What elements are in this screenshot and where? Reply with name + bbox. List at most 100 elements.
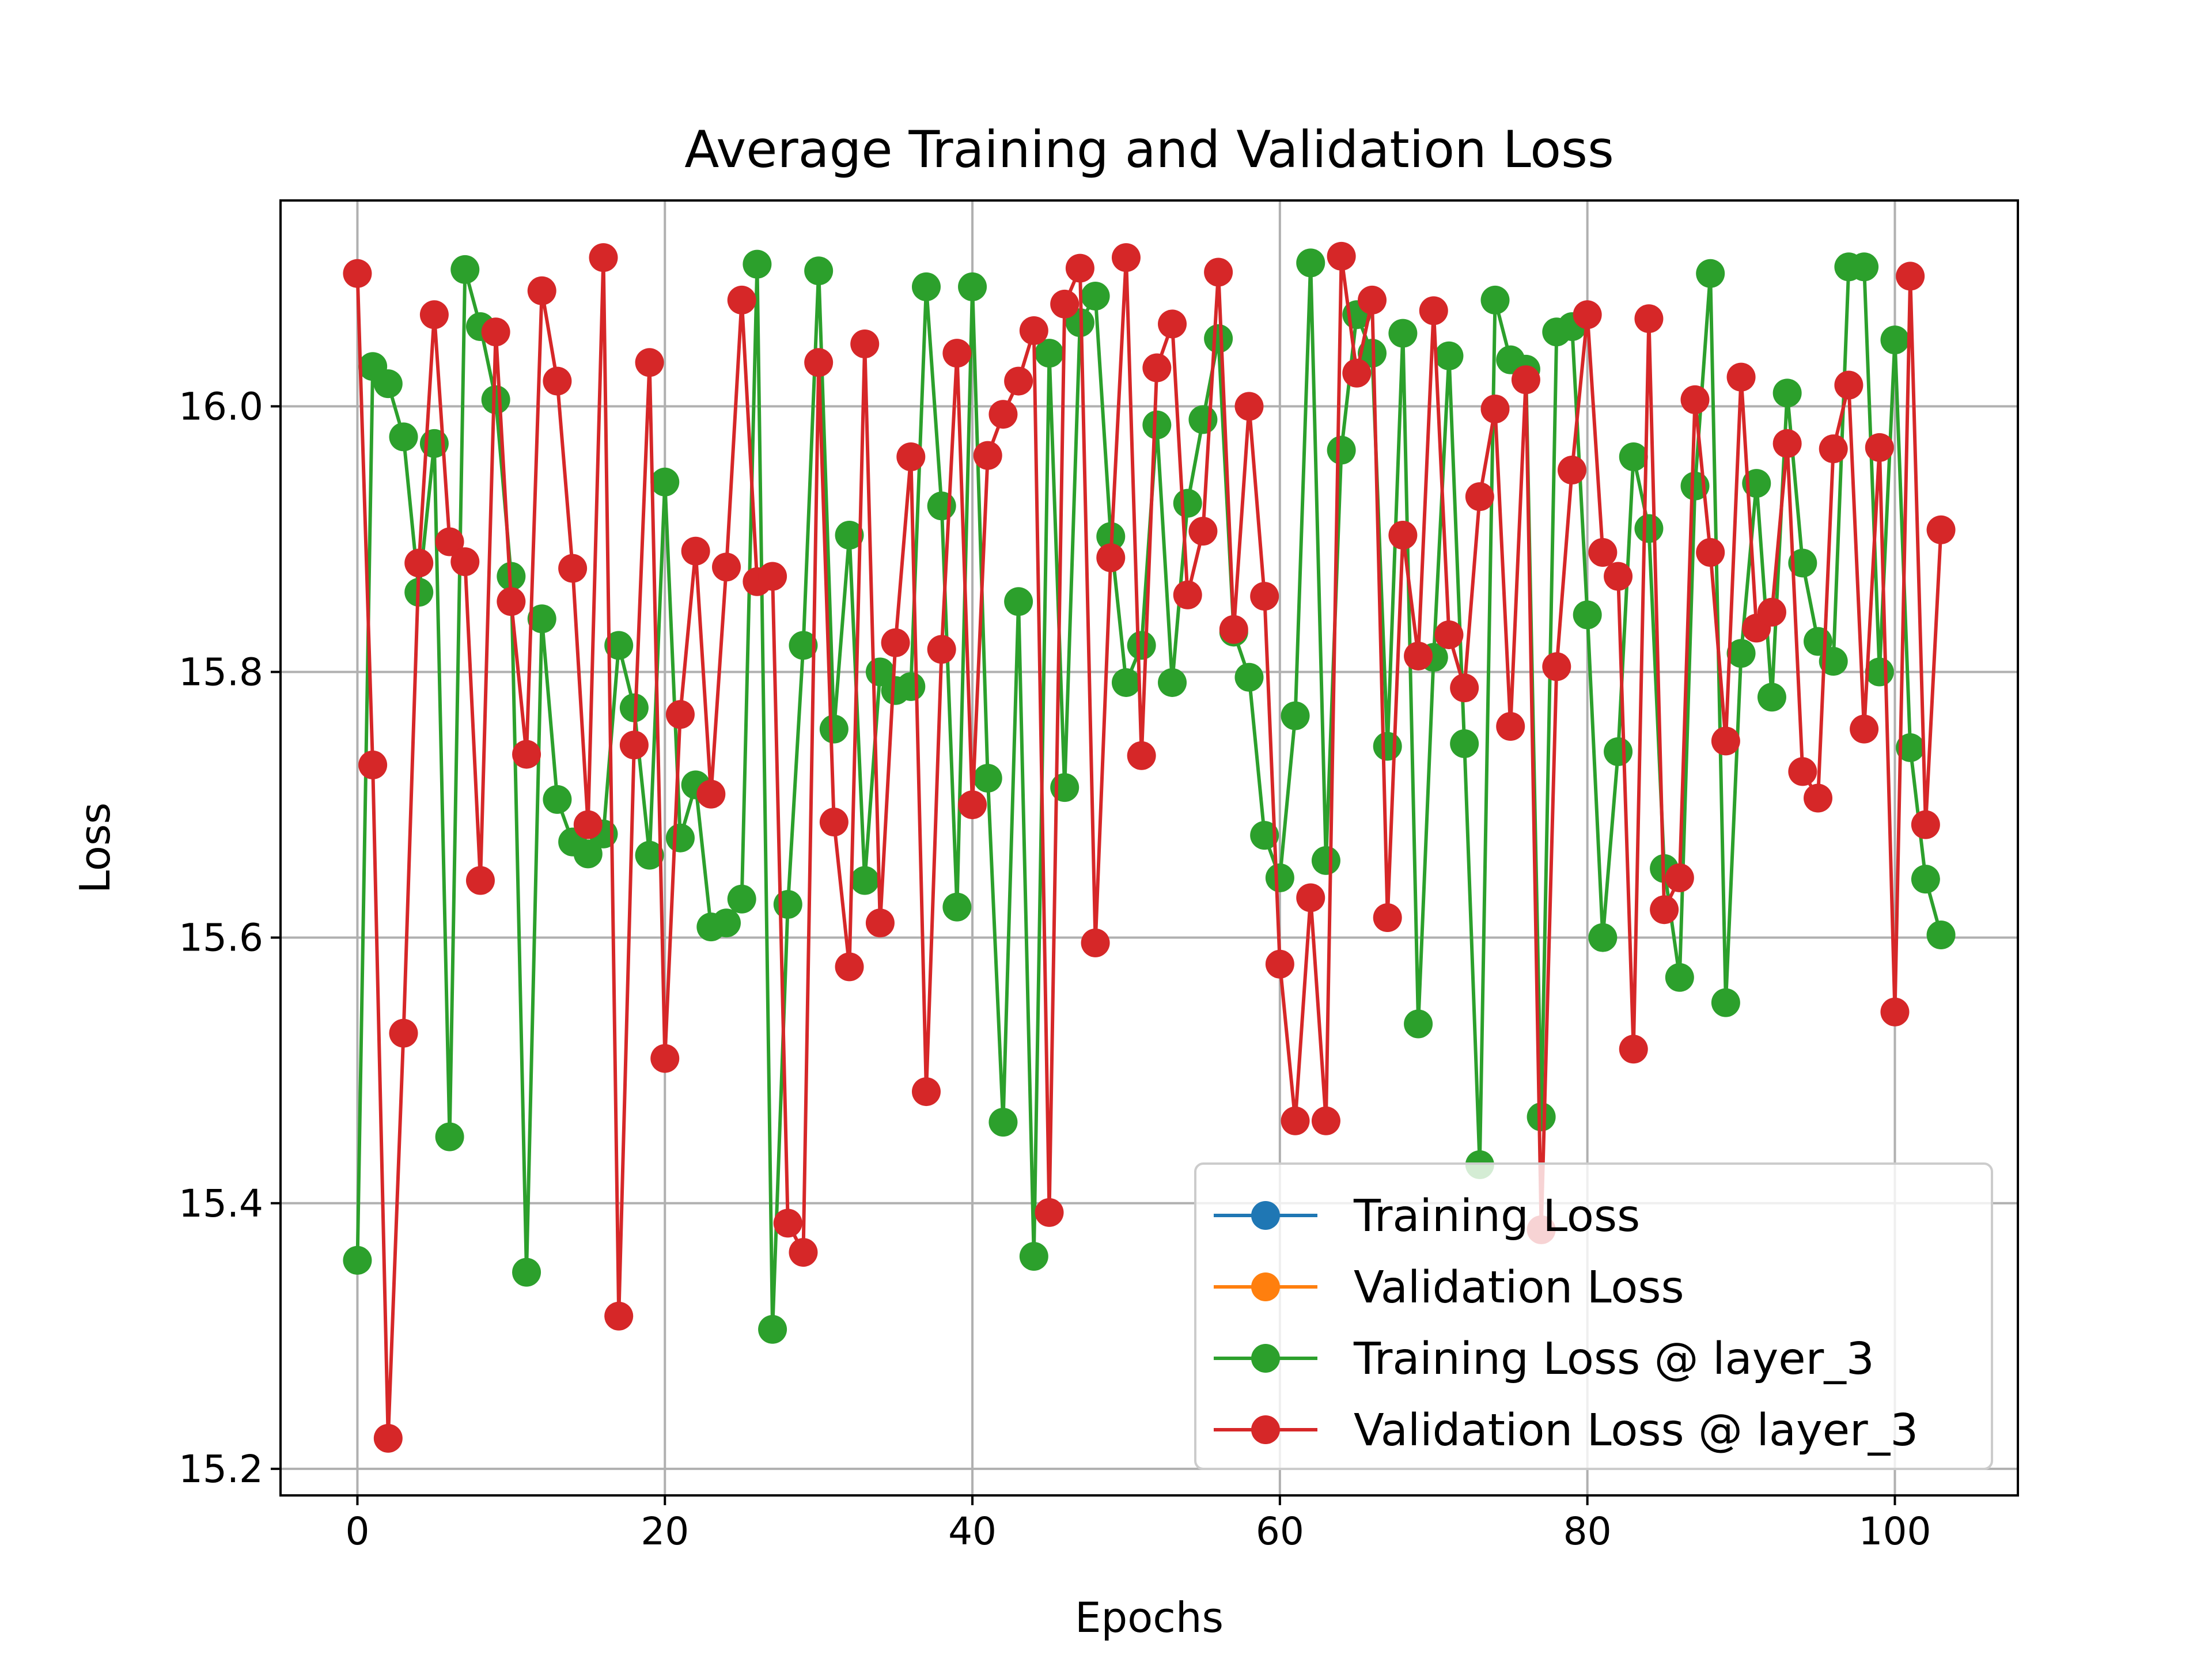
data-point — [1850, 714, 1879, 744]
data-point — [1557, 456, 1586, 485]
data-point — [1819, 434, 1848, 464]
data-point — [1019, 316, 1048, 345]
data-point — [942, 892, 972, 922]
data-point — [1296, 248, 1325, 278]
data-point — [481, 317, 510, 347]
data-point — [911, 272, 941, 301]
data-point — [773, 889, 802, 919]
data-point — [696, 779, 726, 809]
legend-marker — [1251, 1415, 1280, 1444]
data-point — [604, 631, 634, 660]
data-point — [850, 866, 880, 895]
data-point — [927, 635, 956, 664]
legend-label: Validation Loss — [1354, 1262, 1684, 1313]
data-point — [1158, 668, 1187, 697]
data-point — [358, 750, 388, 779]
data-point — [1911, 810, 1940, 839]
data-point — [389, 422, 418, 452]
data-point — [481, 385, 510, 414]
series-3 — [343, 241, 1956, 1453]
data-point — [1911, 865, 1940, 894]
data-point — [1065, 253, 1094, 283]
data-point — [650, 467, 680, 497]
axis-ticks: 0 20 40 60 80 100 15.2 15.4 15.6 15.8 16.0 — [179, 384, 1931, 1554]
data-point — [512, 1257, 541, 1287]
x-axis-label: Epochs — [1075, 1593, 1224, 1642]
data-point — [911, 1077, 941, 1107]
data-point — [1281, 1106, 1310, 1135]
data-point — [1696, 537, 1725, 567]
data-point — [1896, 733, 1925, 762]
data-point — [1404, 641, 1433, 671]
y-tick-label: 15.2 — [179, 1447, 263, 1491]
data-point — [1281, 701, 1310, 730]
data-point — [988, 1108, 1018, 1137]
data-point — [1158, 309, 1187, 339]
data-point — [419, 300, 449, 329]
legend: Training Loss Validation Loss Training Los… — [1194, 1162, 1993, 1470]
data-point — [1450, 673, 1479, 703]
data-point — [1573, 600, 1602, 630]
data-point — [465, 866, 495, 895]
data-point — [988, 400, 1018, 429]
data-point — [543, 366, 572, 396]
data-point — [1588, 923, 1618, 952]
x-tick-label: 40 — [948, 1509, 997, 1554]
data-point — [1542, 652, 1571, 681]
data-point — [527, 604, 556, 634]
data-point — [789, 631, 818, 660]
data-point — [389, 1018, 418, 1048]
data-point — [1926, 515, 1956, 544]
data-point — [727, 884, 756, 914]
data-point — [773, 1209, 802, 1238]
data-point — [1019, 1241, 1048, 1271]
data-point — [819, 808, 849, 837]
data-point — [1757, 683, 1786, 712]
data-point — [1219, 615, 1248, 644]
data-point — [589, 243, 618, 272]
data-point — [758, 562, 787, 591]
data-point — [1327, 435, 1356, 465]
legend-marker — [1251, 1201, 1280, 1230]
plot-frame — [279, 199, 2019, 1497]
data-point — [927, 491, 956, 521]
data-point — [543, 785, 572, 814]
data-point — [1480, 285, 1510, 315]
data-point — [1604, 562, 1633, 591]
data-point — [727, 285, 756, 315]
data-point — [804, 348, 834, 377]
data-point — [497, 587, 526, 616]
data-point — [1004, 587, 1033, 616]
data-point — [1173, 488, 1202, 518]
data-point — [1234, 662, 1264, 692]
data-point — [1511, 365, 1540, 395]
data-point — [1204, 257, 1233, 287]
data-point — [881, 628, 910, 657]
data-point — [512, 740, 541, 769]
data-point — [804, 256, 834, 286]
data-point — [1250, 582, 1279, 611]
data-point — [1127, 631, 1156, 660]
data-point — [1388, 319, 1418, 348]
data-point — [1035, 1198, 1064, 1227]
data-point — [896, 442, 926, 471]
data-point — [758, 1315, 787, 1344]
data-point — [1926, 921, 1956, 950]
y-tick-label: 16.0 — [179, 384, 263, 429]
data-point — [1373, 903, 1402, 933]
data-point — [1711, 726, 1740, 756]
data-point — [1296, 883, 1325, 912]
data-point — [1358, 285, 1387, 315]
data-point — [1865, 433, 1894, 462]
data-point — [1757, 597, 1786, 627]
data-point — [1880, 325, 1910, 355]
data-point — [635, 348, 664, 377]
data-point — [343, 1245, 372, 1275]
legend-marker — [1251, 1344, 1280, 1373]
data-point — [973, 763, 1002, 793]
data-point — [1434, 341, 1464, 370]
data-point — [1434, 620, 1464, 649]
data-point — [958, 272, 987, 301]
data-point — [1127, 741, 1156, 770]
